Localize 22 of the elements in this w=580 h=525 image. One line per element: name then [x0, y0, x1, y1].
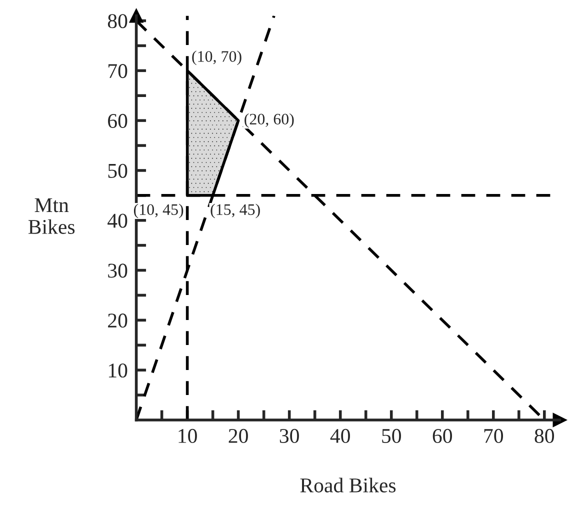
x-axis-title: Road Bikes — [300, 478, 396, 492]
x-tick-label: 70 — [484, 428, 504, 443]
x-tick-label: 40 — [330, 428, 350, 443]
y-tick-label: 10 — [108, 363, 128, 378]
y-axis-title: Mtn Bikes — [28, 198, 75, 234]
annotation: (10, 45) — [134, 204, 184, 218]
y-tick-label: 40 — [108, 214, 128, 228]
x-tick-label: 80 — [534, 428, 554, 443]
y-tick-label: 50 — [108, 164, 128, 178]
y-tick-label: 70 — [108, 64, 128, 78]
x-tick-label: 20 — [228, 428, 248, 443]
x-tick-label: 60 — [432, 428, 452, 443]
y-tick-label: 20 — [108, 314, 128, 328]
x-tick-label: 10 — [178, 428, 197, 443]
annotation: (15, 45) — [210, 204, 260, 218]
annotation: (20, 60) — [244, 113, 294, 128]
x-tick-label: 30 — [280, 428, 299, 443]
y-tick-label: 80 — [108, 14, 128, 28]
y-tick-label: 30 — [108, 264, 128, 278]
annotation: (10, 70) — [192, 50, 242, 66]
x-tick-label: 50 — [382, 428, 401, 443]
y-tick-label: 60 — [108, 114, 128, 128]
